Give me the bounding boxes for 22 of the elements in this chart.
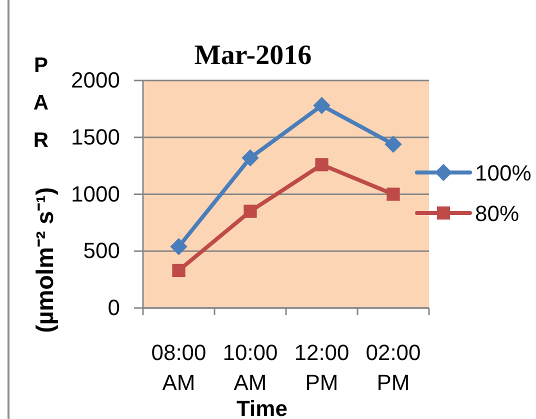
- y-tick-label: 500: [83, 238, 120, 264]
- y-tick-label: 1000: [71, 181, 120, 206]
- chart-title: Mar-2016: [194, 40, 312, 71]
- point: [315, 158, 328, 172]
- x-tick-label: 10:00 AM: [222, 340, 278, 395]
- legend-label: 100%: [475, 160, 532, 186]
- point: [242, 149, 259, 166]
- y-tick-label: 1500: [71, 124, 120, 150]
- x-tick-label: 02:00 PM: [366, 340, 421, 395]
- x-tick-label: 08:00 AM: [151, 340, 206, 395]
- point: [384, 136, 402, 153]
- y-tick-label: 2000: [71, 68, 120, 93]
- point: [386, 188, 400, 201]
- point: [170, 238, 188, 256]
- x-axis-title: Time: [236, 396, 288, 419]
- point: [172, 264, 186, 278]
- point: [244, 204, 257, 218]
- point: [313, 96, 330, 114]
- text: PAR (µmolm⁻² s⁻¹): [32, 54, 59, 333]
- y-tick-label: 0: [108, 295, 120, 320]
- legend-label: 80%: [475, 201, 520, 226]
- x-tick-label: 12:00 PM: [294, 340, 350, 395]
